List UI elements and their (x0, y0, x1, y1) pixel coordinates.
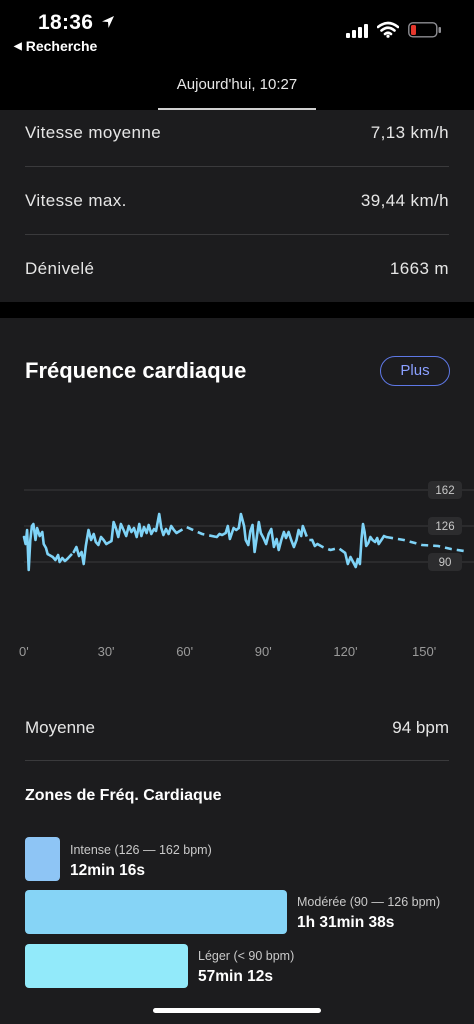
stat-label: Vitesse moyenne (25, 123, 162, 142)
y-tick-badge (428, 517, 462, 535)
wifi-icon (377, 21, 399, 38)
stat-row-max-speed: Vitesse max. 39,44 km/h (25, 191, 449, 259)
heart-rate-gap-line (385, 535, 465, 553)
heart-rate-gap-line (66, 551, 75, 560)
back-label: Recherche (25, 38, 98, 54)
x-tick-label: 30' (98, 644, 115, 659)
heart-rate-gap-line (303, 529, 313, 542)
home-indicator[interactable] (153, 1008, 321, 1013)
heart-rate-gap-line (175, 525, 218, 539)
tab-underline (158, 108, 316, 110)
stat-label: Vitesse max. (25, 191, 127, 210)
y-tick-label: 162 (435, 485, 454, 497)
zones-title: Zones de Fréq. Cardiaque (25, 787, 222, 804)
heart-rate-line (215, 524, 238, 541)
heart-rate-chart: 162 126 90 0' 30' 60' 90' 120' 150' (19, 481, 474, 659)
x-tick-label: 0' (19, 644, 29, 659)
y-tick-badge (428, 481, 462, 499)
zone-name-light: Léger (< 90 bpm) (198, 949, 295, 963)
zone-name-intense: Intense (126 — 162 bpm) (70, 843, 212, 857)
x-tick-label: 150' (412, 644, 436, 659)
stat-value: 7,13 km/h (370, 123, 449, 142)
battery-low-icon (408, 22, 441, 38)
average-label: Moyenne (25, 718, 95, 737)
stats-card: Vitesse moyenne 7,13 km/h Vitesse max. 3… (0, 110, 474, 302)
zone-bar-light (25, 944, 188, 988)
stat-divider (25, 166, 449, 167)
heart-rate-title: Fréquence cardiaque (25, 358, 247, 383)
heart-rate-line (110, 512, 178, 543)
average-value: 94 bpm (392, 718, 449, 737)
heart-rate-line (51, 553, 69, 564)
date-header: Aujourd'hui, 10:27 (0, 62, 474, 110)
status-bar: 18:36 ◀ Recherche (0, 0, 474, 62)
average-divider (25, 760, 449, 761)
zone-duration-light: 57min 12s (198, 968, 273, 985)
x-tick-label: 90' (255, 644, 272, 659)
heart-rate-line (237, 512, 306, 554)
heart-rate-line (22, 522, 49, 572)
zone-bar-intense (25, 837, 60, 881)
heart-rate-card: Fréquence cardiaque Plus 162 126 90 0' 30' 60… (0, 318, 474, 1024)
stat-value: 39,44 km/h (360, 191, 449, 210)
zone-duration-intense: 12min 16s (70, 862, 145, 879)
y-tick-label: 90 (439, 557, 452, 569)
heart-rate-line (72, 528, 108, 566)
back-to-search-button[interactable]: ◀ Recherche (14, 38, 97, 54)
stat-row-average-speed: Vitesse moyenne 7,13 km/h (25, 123, 449, 191)
heart-rate-gap-line (316, 542, 346, 555)
y-tick-label: 126 (435, 521, 454, 533)
more-button[interactable]: Plus (380, 356, 450, 386)
status-time: 18:36 (38, 11, 94, 34)
tab-today[interactable]: Aujourd'hui, 10:27 (176, 76, 298, 93)
heart-rate-line (343, 522, 388, 569)
signal-icon (346, 24, 368, 38)
zone-name-moderate: Modérée (90 — 126 bpm) (297, 895, 441, 909)
zone-duration-moderate: 1h 31min 38s (297, 914, 395, 931)
x-tick-label: 60' (176, 644, 193, 659)
stat-divider (25, 234, 449, 235)
heart-rate-line (310, 538, 319, 548)
stat-value: 1663 m (389, 259, 449, 278)
zone-bar-moderate (25, 890, 287, 934)
location-arrow-icon (102, 16, 114, 28)
x-tick-label: 120' (333, 644, 357, 659)
stat-row-elevation: Dénivelé 1663 m (25, 259, 449, 327)
y-tick-badge (428, 553, 462, 571)
back-triangle-icon: ◀ (14, 40, 22, 52)
stat-label: Dénivelé (25, 259, 95, 278)
